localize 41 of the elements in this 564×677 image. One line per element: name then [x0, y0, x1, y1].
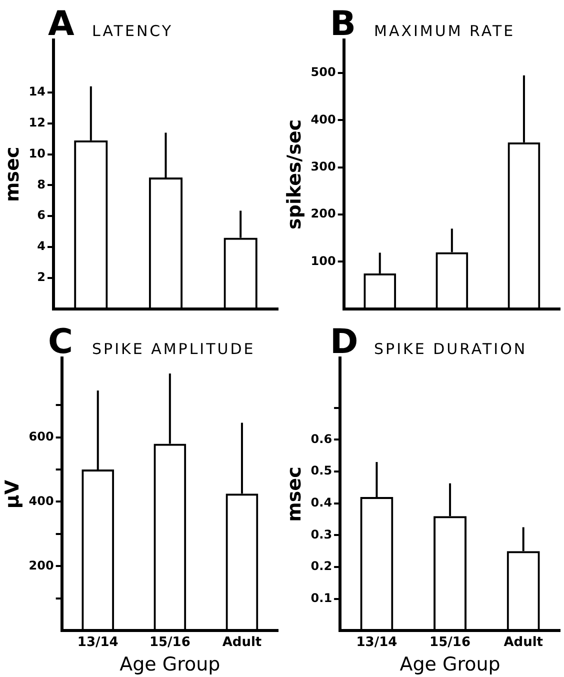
- y-tick-label: 300: [310, 159, 336, 174]
- y-tick-label: 2: [37, 270, 46, 284]
- chart-title: B: [330, 4, 356, 44]
- chart-title: C: [48, 322, 73, 362]
- y-tick-label: 500: [310, 65, 336, 80]
- y-tick-label: 4: [37, 239, 46, 254]
- y-tick-label: 0.6: [310, 432, 332, 446]
- x-tick-label: Adult: [222, 634, 262, 650]
- chart-subtitle: MAXIMUM RATE: [374, 22, 516, 40]
- y-axis-title: msec: [1, 146, 24, 202]
- y-axis-title: msec: [283, 466, 306, 522]
- chart-title: A: [48, 4, 74, 44]
- chart-subtitle: SPIKE AMPLITUDE: [92, 340, 256, 358]
- x-tick-label: 13/14: [356, 634, 398, 650]
- y-tick-label: 200: [310, 206, 336, 221]
- y-tick-label: 0.4: [310, 495, 332, 510]
- chart-subtitle: LATENCY: [92, 22, 174, 40]
- x-tick-label: 15/16: [430, 634, 470, 650]
- y-tick-label: 100: [310, 254, 336, 268]
- x-axis-title: Age Group: [120, 654, 220, 676]
- x-axis-title: Age Group: [400, 654, 500, 676]
- y-tick-label: 600: [28, 429, 54, 444]
- x-tick-label: 15/16: [149, 634, 190, 650]
- y-tick-label: 6: [37, 208, 46, 222]
- y-tick-label: 0.2: [310, 559, 332, 574]
- y-axis-title: μV: [1, 480, 24, 509]
- y-tick-label: 8: [37, 177, 46, 192]
- x-tick-label: 13/14: [77, 634, 118, 650]
- y-tick-label: 12: [28, 116, 46, 130]
- chart-subtitle: SPIKE DURATION: [374, 340, 528, 358]
- x-tick-label: Adult: [504, 634, 543, 650]
- y-tick-label: 0.1: [310, 590, 332, 605]
- y-tick-label: 10: [28, 146, 46, 160]
- y-tick-label: 400: [310, 112, 336, 126]
- y-tick-label: 200: [28, 558, 54, 572]
- chart-title: D: [330, 322, 358, 362]
- y-tick-label: 14: [28, 84, 46, 99]
- y-axis-title: spikes/sec: [283, 119, 306, 230]
- y-tick-label: 0.3: [310, 527, 332, 542]
- y-tick-label: 400: [28, 494, 54, 508]
- y-tick-label: 0.5: [310, 464, 332, 478]
